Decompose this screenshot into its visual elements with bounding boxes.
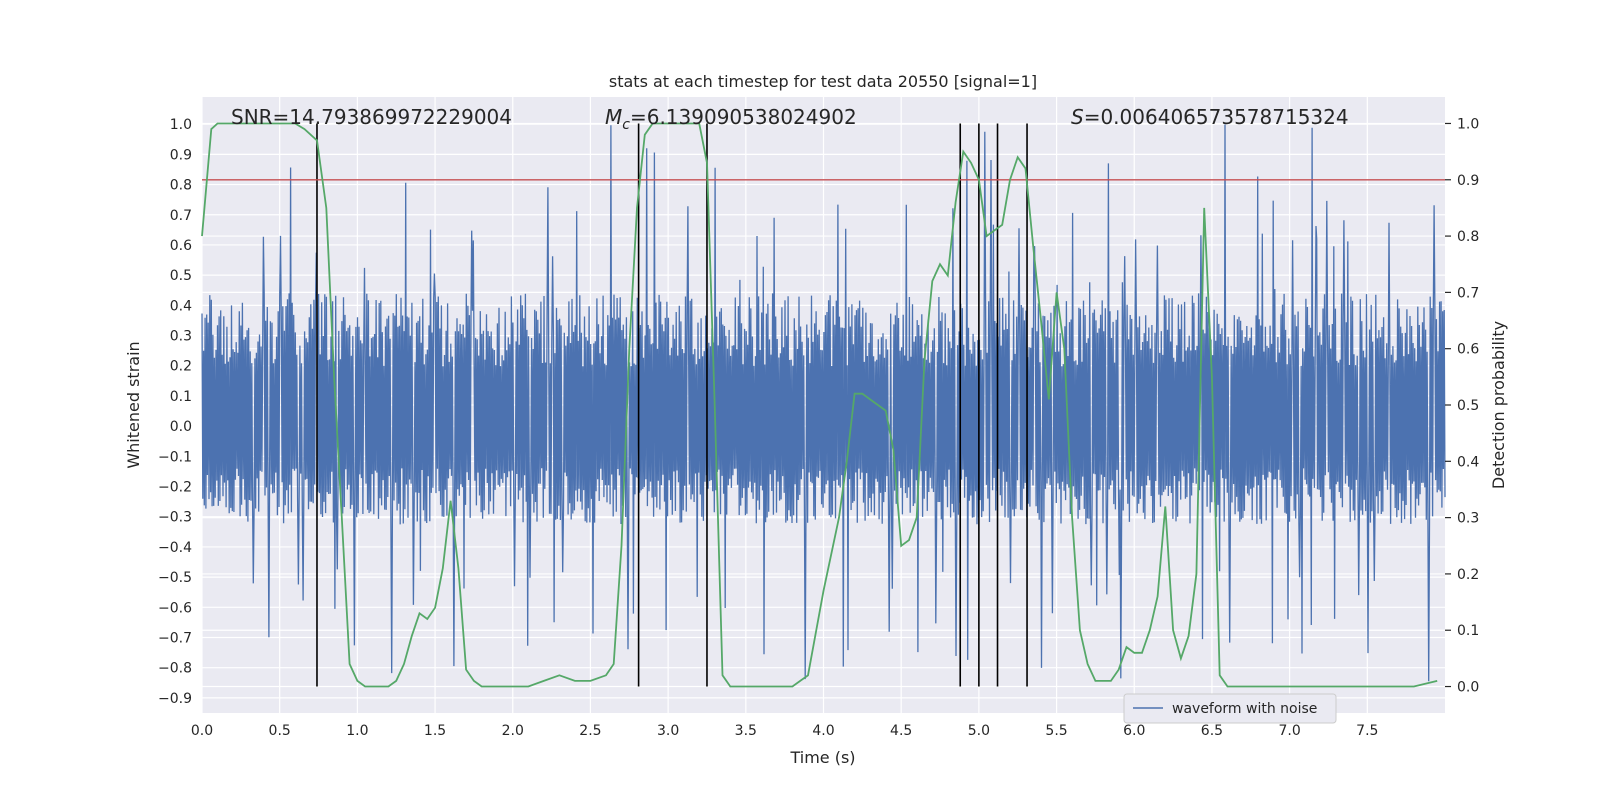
vertical-markers — [316, 123, 1028, 687]
y-tick-label: 0.6 — [170, 238, 192, 254]
y-tick-label-right: 0.1 — [1457, 623, 1479, 639]
waveform-line — [201, 124, 1446, 682]
y-axis-label: Whitened strain — [124, 341, 143, 468]
y-tick-label: 0.8 — [170, 178, 192, 194]
legend-label: waveform with noise — [1172, 701, 1317, 717]
mc-symbol: M — [605, 105, 622, 129]
y-tick-label: −0.6 — [158, 600, 192, 616]
chirp-mass-annotation: Mc=6.139090538024902 — [605, 105, 857, 133]
y-tick-label: 0.3 — [170, 329, 192, 345]
y-tick-label: 0.1 — [170, 389, 192, 405]
chart-title: stats at each timestep for test data 205… — [609, 72, 1037, 91]
y-tick-label-right: 0.5 — [1457, 398, 1479, 414]
y-tick-label: −0.5 — [158, 570, 192, 586]
probability-line — [201, 122, 1438, 688]
x-tick-label: 3.0 — [657, 723, 679, 739]
x-tick-label: 2.5 — [579, 723, 601, 739]
legend-box — [1123, 693, 1337, 724]
probability-series — [201, 122, 1438, 688]
waveform-series — [201, 124, 1446, 682]
y-ticks-right: 1.0 0.9 0.8 0.7 0.6 0.5 0.4 0.3 0.2 0.1 0.0 — [1445, 116, 1479, 696]
y-tick-label-right: 0.3 — [1457, 511, 1479, 527]
x-tick-label: 5.5 — [1045, 723, 1067, 739]
y-tick-label-right: 1.0 — [1457, 116, 1479, 132]
legend: waveform with noise — [1123, 693, 1337, 724]
x-tick-label: 5.0 — [968, 723, 990, 739]
y-tick-label-right: 0.8 — [1457, 229, 1479, 245]
y-tick-label: 1.0 — [170, 117, 192, 133]
y-tick-label: 0.7 — [170, 208, 192, 224]
y-tick-label-right: 0.6 — [1457, 342, 1479, 358]
y-tick-label-right: 0.9 — [1457, 173, 1479, 189]
s-value: =0.006406573578715324 — [1084, 105, 1349, 129]
y-tick-label: −0.7 — [158, 631, 192, 647]
y-tick-label: −0.9 — [158, 691, 192, 707]
y-axis-label-right: Detection probability — [1489, 321, 1508, 489]
x-tick-label: 0.5 — [269, 723, 291, 739]
x-tick-label: 2.0 — [502, 723, 524, 739]
mc-subscript: c — [622, 117, 630, 133]
y-tick-label: −0.8 — [158, 661, 192, 677]
snr-annotation: SNR=14.793869972229004 — [231, 105, 512, 129]
y-tick-label-right: 0.7 — [1457, 285, 1479, 301]
y-tick-label: −0.1 — [158, 449, 192, 465]
y-tick-label-right: 0.2 — [1457, 567, 1479, 583]
s-annotation: S=0.006406573578715324 — [1071, 105, 1349, 129]
y-tick-label: −0.3 — [158, 510, 192, 526]
x-tick-label: 1.0 — [346, 723, 368, 739]
x-tick-label: 7.0 — [1278, 723, 1300, 739]
x-tick-label: 1.5 — [424, 723, 446, 739]
x-tick-label: 6.5 — [1201, 723, 1223, 739]
y-tick-label: 0.0 — [170, 419, 192, 435]
y-tick-label: −0.2 — [158, 480, 192, 496]
x-tick-label: 3.5 — [735, 723, 757, 739]
y-ticks-left: 1.0 0.9 0.8 0.7 0.6 0.5 0.4 0.3 0.2 0.1 0.0 −0.1 −0.… — [158, 117, 192, 707]
y-tick-label: 0.9 — [170, 147, 192, 163]
y-tick-label: −0.4 — [158, 540, 192, 556]
x-tick-label: 4.5 — [890, 723, 912, 739]
x-ticks: 0.0 0.5 1.0 1.5 2.0 2.5 3.0 3.5 4.0 4.5 5.0 5.5 6.0 6… — [191, 723, 1379, 739]
x-tick-label: 4.0 — [812, 723, 834, 739]
y-tick-label-right: 0.4 — [1457, 454, 1479, 470]
x-tick-label: 6.0 — [1123, 723, 1145, 739]
y-tick-label: 0.5 — [170, 268, 192, 284]
y-tick-label-right: 0.0 — [1457, 680, 1479, 696]
x-tick-label: 7.5 — [1356, 723, 1378, 739]
x-axis-label: Time (s) — [789, 748, 855, 767]
x-tick-label: 0.0 — [191, 723, 213, 739]
y-tick-label: 0.2 — [170, 359, 192, 375]
s-symbol: S — [1071, 105, 1084, 129]
mc-value: =6.139090538024902 — [630, 105, 857, 129]
y-tick-label: 0.4 — [170, 298, 192, 314]
